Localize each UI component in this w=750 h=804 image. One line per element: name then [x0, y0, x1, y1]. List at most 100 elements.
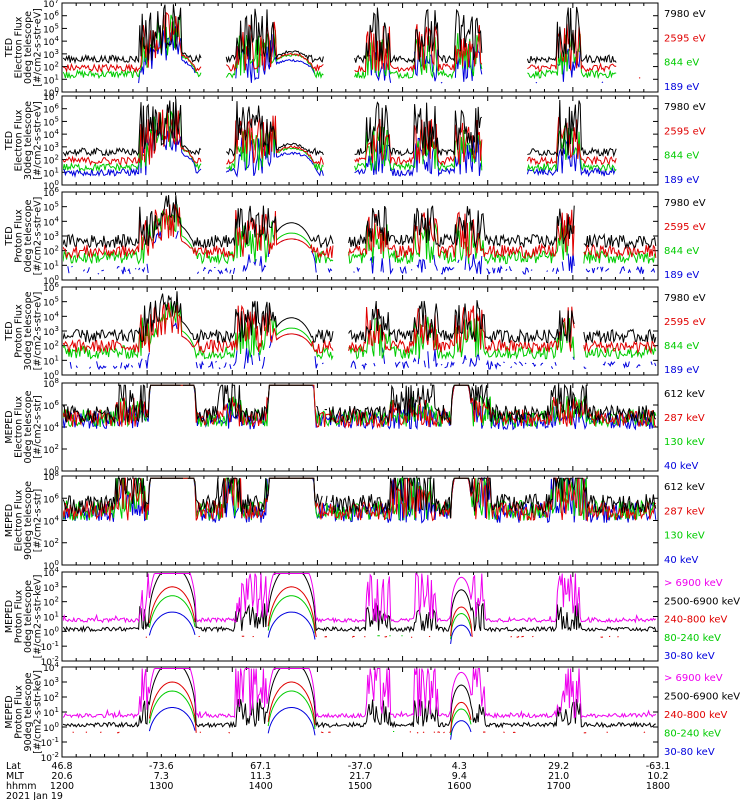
y-axis-title: TEDProton Flux30deg telescope[#/cm2-s-st… — [4, 291, 44, 370]
legend-entry: 612 keV — [664, 482, 705, 493]
series-2595-ev — [63, 302, 657, 355]
legend-entry: 80-240 keV — [664, 729, 721, 740]
legend-entry: 7980 eV — [664, 102, 706, 113]
y-tick-label: 103 — [43, 48, 59, 61]
y-tick-label: 102 — [43, 245, 59, 258]
y-axis-title-line: 90deg telescope — [23, 481, 34, 560]
y-tick-label: 100 — [43, 86, 59, 99]
legend-entry: 30-80 keV — [664, 651, 715, 662]
x-tick-lat: 46.8 — [51, 761, 72, 772]
x-tick-lat: -73.6 — [149, 761, 174, 772]
legend-entry: 40 keV — [664, 555, 698, 566]
y-tick-label: 102 — [43, 691, 59, 704]
y-tick-label: 102 — [43, 537, 59, 550]
x-tick-mlt: 21.7 — [349, 771, 370, 782]
y-axis-title-line: 0deg telescope — [23, 199, 34, 272]
y-tick-label: 101 — [43, 166, 59, 179]
series-7980-ev — [63, 195, 657, 250]
y-tick-label: 107 — [43, 0, 59, 10]
series-612-kev — [63, 384, 657, 425]
traces — [63, 291, 657, 371]
legend-entry: 7980 eV — [664, 293, 706, 304]
y-tick-label: 101 — [43, 73, 59, 86]
legend-entry: 7980 eV — [664, 198, 706, 209]
traces — [63, 195, 657, 275]
x-row-label: Lat — [6, 761, 21, 772]
legend-entry: 40 keV — [664, 461, 698, 472]
y-tick-label: 10-2 — [41, 751, 59, 764]
series--6900-kev — [63, 668, 657, 720]
y-tick-label: 106 — [43, 10, 59, 23]
y-tick-label: 103 — [43, 581, 59, 594]
y-axis-title-line: [#/cm2-s-str-eV] — [33, 292, 44, 371]
legend-entry: 612 keV — [664, 389, 705, 400]
series--6900-kev — [63, 573, 657, 624]
traces — [63, 573, 657, 644]
x-tick-lat: -63.1 — [646, 761, 671, 772]
y-tick-label: 102 — [43, 61, 59, 74]
legend-entry: > 6900 keV — [664, 673, 723, 684]
y-axis-title-line: Proton Flux — [14, 304, 25, 358]
y-axis-title-line: [#/cm2-s-str-eV] — [33, 197, 44, 276]
y-axis-title-line: [#/cm2-s-str-eV] — [33, 101, 44, 180]
y-tick-label: 101 — [43, 706, 59, 719]
series-7980-ev — [63, 291, 657, 344]
x-tick-hhmm: 1300 — [149, 781, 173, 792]
y-axis-title-line: [#/cm2-s-str-keV] — [33, 670, 44, 754]
y-axis-title-line: [#/cm2-s-str-keV] — [33, 575, 44, 659]
series-30-80-kev — [148, 611, 472, 644]
y-tick-label: 106 — [43, 281, 59, 294]
y-tick-label: 10-1 — [41, 736, 59, 749]
x-tick-mlt: 7.3 — [154, 771, 169, 782]
y-axis-title: MEPEDElectron Flux90deg telescope[#/cm2-… — [4, 481, 44, 560]
y-axis-title-line: MEPED — [4, 410, 15, 443]
y-axis-title-line: Electron Flux — [14, 489, 25, 551]
y-tick-label: 102 — [43, 596, 59, 609]
series-844-ev — [63, 301, 657, 361]
y-tick-label: 103 — [43, 676, 59, 689]
y-tick-label: 100 — [43, 465, 59, 478]
y-tick-label: 100 — [43, 369, 59, 382]
y-tick-label: 105 — [43, 296, 59, 309]
legend-entry: 7980 eV — [664, 9, 706, 20]
legend-entry: 189 eV — [664, 270, 699, 281]
legend-entry: 2595 eV — [664, 317, 706, 328]
x-tick-mlt: 21.0 — [548, 771, 569, 782]
y-axis-title: MEPEDProton Flux90deg telescope[#/cm2-s-… — [4, 670, 44, 754]
y-axis-title-line: MEPED — [4, 504, 15, 537]
traces — [63, 668, 657, 740]
y-tick-label: 100 — [43, 274, 59, 287]
y-tick-label: 101 — [43, 611, 59, 624]
y-tick-label: 103 — [43, 230, 59, 243]
x-tick-mlt: 10.2 — [647, 771, 668, 782]
y-tick-label: 102 — [43, 340, 59, 353]
y-axis-title-line: Proton Flux — [14, 589, 25, 643]
y-tick-label: 104 — [43, 421, 59, 434]
y-tick-label: 104 — [43, 661, 59, 674]
y-axis-title-line: 0deg telescope — [23, 11, 34, 84]
y-tick-label: 100 — [43, 625, 59, 638]
x-tick-lat: 4.3 — [452, 761, 467, 772]
legend-entry: 287 keV — [664, 506, 705, 517]
y-tick-label: 104 — [43, 215, 59, 228]
legend-entry: 844 eV — [664, 246, 699, 257]
y-axis-title-line: [#/cm2-s-str] — [33, 395, 44, 458]
y-tick-label: 108 — [43, 470, 59, 483]
y-axis-title-line: Electron Flux — [14, 109, 25, 171]
y-tick-label: 105 — [43, 201, 59, 214]
legend-entry: 2500-6900 keV — [664, 596, 740, 607]
legend-entry: 30-80 keV — [664, 747, 715, 758]
x-row-label: MLT — [6, 771, 24, 782]
y-tick-label: 10-2 — [41, 655, 59, 668]
y-tick-label: 10-1 — [41, 640, 59, 653]
y-axis-title-line: MEPED — [4, 695, 15, 728]
series-2595-ev — [63, 11, 641, 79]
y-axis-title-line: 0deg telescope — [23, 580, 34, 653]
y-axis-title-line: TED — [4, 226, 15, 246]
